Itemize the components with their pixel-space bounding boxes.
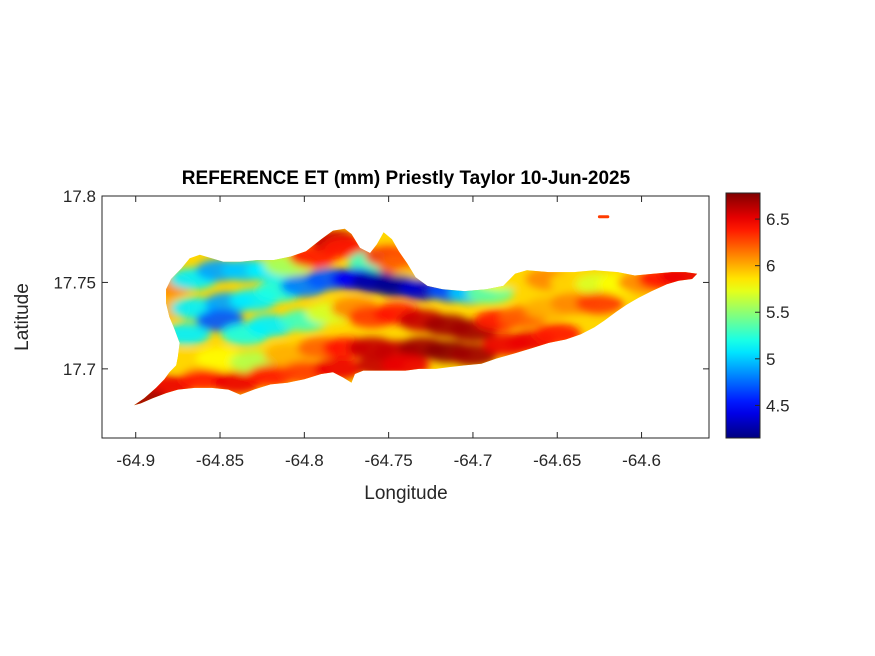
x-tick-label: -64.9 bbox=[116, 451, 155, 470]
y-tick-label: 17.75 bbox=[53, 273, 96, 292]
x-tick-label: -64.75 bbox=[365, 451, 413, 470]
x-tick-label: -64.7 bbox=[454, 451, 493, 470]
y-tick-label: 17.7 bbox=[63, 360, 96, 379]
colorbar-tick-label: 4.5 bbox=[766, 396, 790, 415]
colorbar-ticks: 4.5 5 5.5 6 6.5 bbox=[755, 210, 790, 415]
x-axis-ticks: -64.9 -64.85 -64.8 -64.75 -64.7 -64.65 -64.6 bbox=[116, 196, 661, 470]
heatmap-cell bbox=[448, 344, 497, 366]
x-tick-label: -64.65 bbox=[533, 451, 581, 470]
x-axis-label: Longitude bbox=[364, 483, 447, 504]
chart-title: REFERENCE ET (mm) Priestly Taylor 10-Jun… bbox=[182, 168, 631, 189]
y-tick-label: 17.8 bbox=[63, 187, 96, 206]
colorbar-tick-label: 6 bbox=[766, 257, 775, 276]
colorbar-tick-label: 5.5 bbox=[766, 303, 790, 322]
y-axis-ticks: 17.7 17.75 17.8 bbox=[53, 187, 709, 379]
heatmap-cell bbox=[134, 389, 169, 406]
plot-axes-box bbox=[101, 195, 710, 439]
x-tick-label: -64.8 bbox=[285, 451, 324, 470]
x-tick-label: -64.6 bbox=[622, 451, 661, 470]
colorbar bbox=[725, 192, 761, 439]
colorbar-tick-label: 6.5 bbox=[766, 210, 790, 229]
heatmap-cell bbox=[575, 292, 624, 315]
colorbar-tick-label: 5 bbox=[766, 350, 775, 369]
x-tick-label: -64.85 bbox=[196, 451, 244, 470]
y-axis-label: Latitude bbox=[12, 283, 33, 351]
